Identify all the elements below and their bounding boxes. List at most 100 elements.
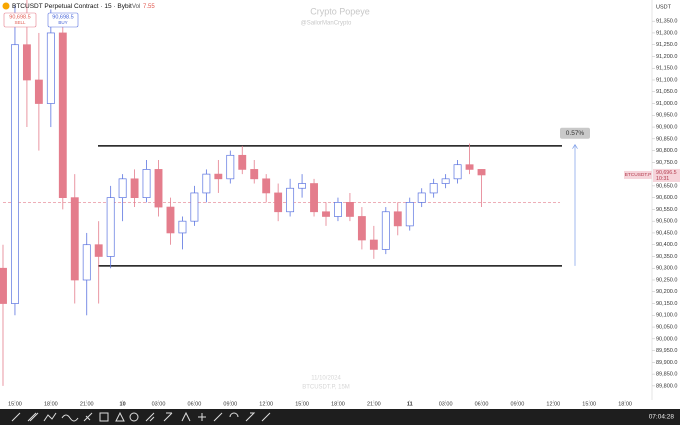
toolbar: 07:04:28: [0, 409, 680, 425]
candle-body: [34, 79, 43, 104]
y-tick-label: 91,350.0: [656, 19, 677, 25]
y-tick-label: 90,250.0: [656, 277, 677, 283]
tool-measure[interactable]: [163, 412, 173, 422]
tool-arrow[interactable]: [245, 412, 256, 422]
tool-triangle[interactable]: [115, 411, 125, 422]
y-tick-label: 90,600.0: [656, 195, 677, 201]
candle-body: [477, 169, 486, 176]
x-tick-label: 15:00: [295, 401, 309, 407]
y-tick-label: 90,200.0: [656, 289, 677, 295]
candle-body: [58, 32, 67, 198]
y-tick-label: 90,900.0: [656, 125, 677, 131]
watermark-symbol: BTCUSDT.P, 15M: [302, 385, 350, 391]
x-tick-label: 03:00: [152, 401, 166, 407]
vol-label: Vol: [132, 4, 140, 10]
tool-trendline[interactable]: [11, 412, 21, 422]
candle-body: [226, 154, 235, 180]
y-tick-label: 90,500.0: [656, 219, 677, 225]
candle-body: [429, 183, 438, 194]
plot: 0.57%: [0, 0, 590, 386]
last-price-label: 90,696.5: [656, 170, 677, 176]
y-tick-label: 89,800.0: [656, 383, 677, 389]
candle-body: [154, 169, 163, 208]
last-price-countdown: 10:31: [656, 176, 669, 182]
tool-circle[interactable]: [129, 412, 139, 422]
candle-body: [334, 202, 342, 217]
y-tick-label: 90,300.0: [656, 266, 677, 272]
tool-brush[interactable]: [213, 412, 223, 422]
y-tick-label: 91,150.0: [656, 66, 677, 72]
toolbar-bg: [0, 409, 680, 425]
y-tick-label: 91,300.0: [656, 30, 677, 36]
candle-body: [11, 44, 19, 304]
x-tick-label: 21:00: [367, 401, 381, 407]
x-tick-label: 10: [120, 401, 126, 407]
x-tick-label: 06:00: [188, 401, 202, 407]
clock: 07:04:28: [649, 414, 675, 421]
candle-body: [106, 197, 115, 257]
header: BTCUSDT Perpetual Contract · 15 · Bybit …: [2, 2, 155, 28]
candle-body: [345, 202, 354, 217]
candle-body: [0, 267, 7, 304]
symbol: BTCUSDT Perpetual Contract · 15 · Bybit: [12, 3, 132, 10]
y-tick-label: 91,100.0: [656, 77, 677, 83]
y-tick-label: 90,650.0: [656, 183, 677, 189]
x-tick-label: 11: [407, 401, 413, 407]
candle-body: [393, 211, 402, 227]
candle-body: [178, 220, 187, 234]
candle-body: [262, 178, 271, 194]
watermark-handle: @SailorManCrypto: [301, 21, 352, 27]
tool-rect[interactable]: [99, 412, 109, 422]
y-tick-label: 91,000.0: [656, 101, 677, 107]
candle-body: [369, 239, 378, 250]
candle-body: [238, 154, 247, 170]
tool-path[interactable]: [43, 412, 57, 422]
buy-button[interactable]: [47, 12, 79, 28]
symbol-icon: [2, 2, 10, 10]
buy-price: 90,698.5: [52, 14, 73, 20]
candle-body: [322, 211, 330, 217]
tool-fib[interactable]: [83, 412, 93, 422]
last-price-symbol-box: [624, 170, 652, 179]
watermark-title: Crypto Popeye: [310, 6, 370, 16]
tool-channel[interactable]: [27, 412, 39, 422]
y-tick-label: 91,250.0: [656, 42, 677, 48]
sell-button[interactable]: [3, 12, 37, 28]
x-tick-label: 18:00: [618, 401, 632, 407]
tool-pitchfork[interactable]: [181, 411, 191, 422]
candle-body: [286, 187, 295, 213]
tool-arc[interactable]: [229, 412, 239, 418]
candle-body: [310, 183, 318, 213]
y-tick-label: 89,900.0: [656, 360, 677, 366]
candle-body: [202, 173, 211, 194]
x-tick-label: 09:00: [223, 401, 237, 407]
candle-body: [190, 192, 199, 222]
candle-body: [70, 197, 79, 281]
x-tick-label: 12:00: [259, 401, 273, 407]
currency: USDT: [656, 4, 672, 10]
buy-label: BUY: [58, 20, 67, 25]
candle-body: [274, 192, 283, 213]
tool-cross[interactable]: [198, 413, 206, 421]
candle-body: [417, 192, 426, 203]
last-price-symbol: BTCUSDT.P: [625, 172, 652, 178]
candle-body: [250, 169, 259, 180]
y-tick-label: 90,100.0: [656, 313, 677, 319]
candle-body: [381, 211, 390, 250]
candle-body: [166, 206, 175, 234]
candle-body: [453, 164, 462, 180]
tool-ray[interactable]: [145, 412, 155, 422]
candle-body: [82, 244, 91, 281]
x-tick-label: 21:00: [80, 401, 94, 407]
tool-curve[interactable]: [61, 414, 79, 422]
candle-body: [405, 202, 414, 227]
measure-box: [560, 127, 590, 139]
candle-body: [214, 173, 223, 180]
y-tick-label: 90,550.0: [656, 207, 677, 213]
y-tick-label: 90,850.0: [656, 136, 677, 142]
candle-body: [118, 178, 127, 198]
tool-pen[interactable]: [261, 412, 271, 422]
candle-body: [357, 216, 366, 241]
x-tick-label: 06:00: [475, 401, 489, 407]
y-tick-label: 90,950.0: [656, 113, 677, 119]
